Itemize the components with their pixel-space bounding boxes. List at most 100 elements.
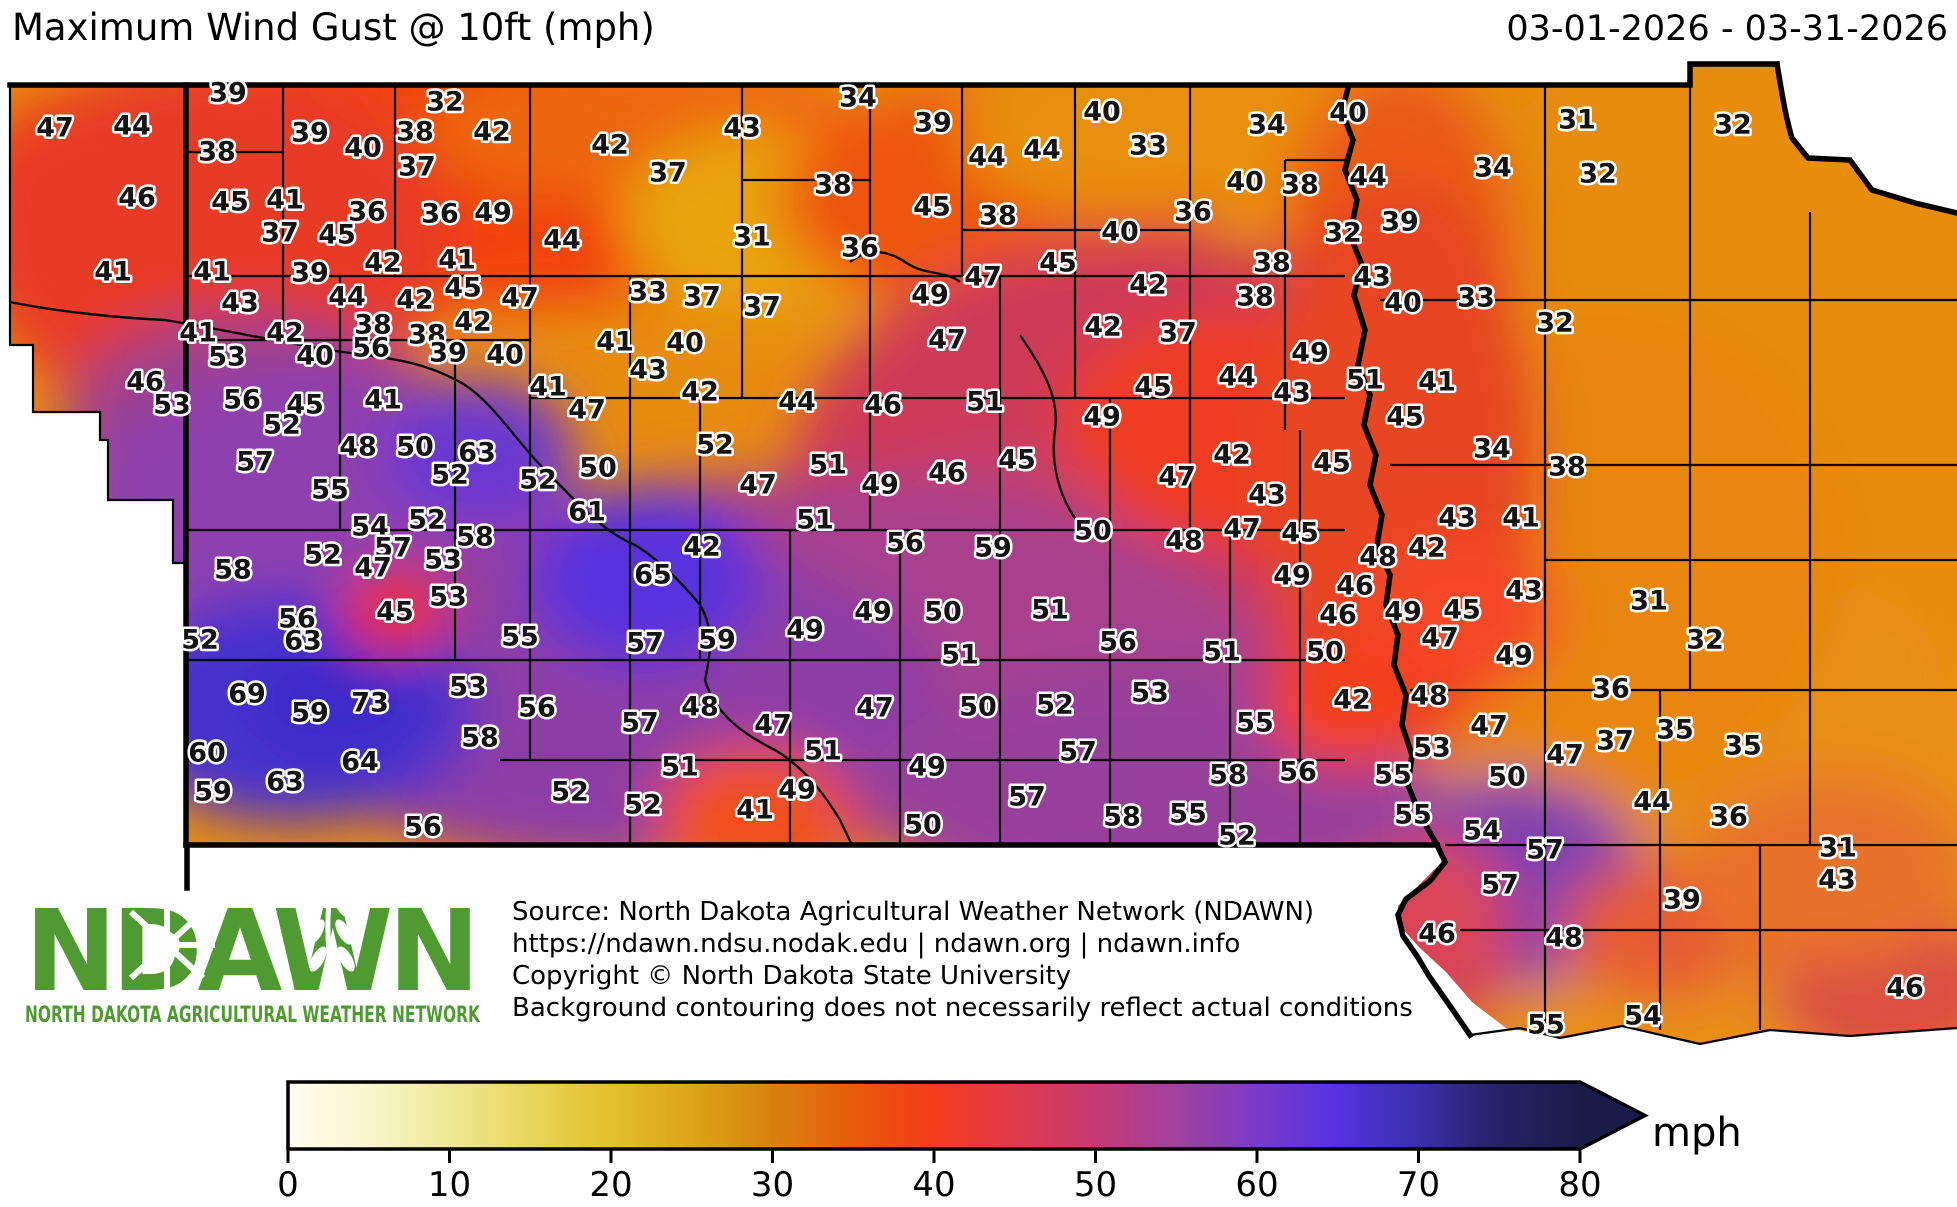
station-value-label: 33 — [1457, 283, 1495, 314]
station-value-label: 43 — [1273, 378, 1311, 409]
station-value-label: 36 — [421, 199, 459, 230]
station-value-label: 56 — [518, 693, 556, 724]
station-value-label: 47 — [964, 262, 1002, 293]
station-value-label: 56 — [886, 528, 924, 559]
station-value-label: 41 — [364, 385, 402, 416]
source-line-3: Copyright © North Dakota State Universit… — [512, 961, 1071, 991]
colorbar-ticks: 0 10 20 30 40 50 60 70 80 — [277, 1149, 1602, 1205]
station-value-label: 42 — [1333, 685, 1371, 716]
station-value-label: 57 — [1008, 782, 1046, 813]
station-value-label: 38 — [1253, 248, 1291, 279]
station-value-label: 52 — [304, 540, 342, 571]
station-value-label: 59 — [194, 777, 232, 808]
station-value-label: 31 — [733, 222, 771, 253]
station-value-label: 59 — [974, 533, 1012, 564]
station-value-label: 47 — [928, 325, 966, 356]
station-value-label: 55 — [1169, 799, 1207, 830]
station-value-label: 39 — [291, 258, 329, 289]
canada-border — [7, 61, 1780, 88]
station-value-label: 43 — [1505, 576, 1543, 607]
colorbar-unit-label: mph — [1652, 1110, 1742, 1156]
station-value-label: 45 — [1313, 448, 1351, 479]
station-value-label: 57 — [1481, 870, 1519, 901]
station-value-label: 47 — [1470, 711, 1508, 742]
station-value-label: 60 — [188, 738, 226, 769]
station-value-label: 42 — [473, 117, 511, 148]
station-value-label: 38 — [979, 201, 1017, 232]
station-value-label: 52 — [408, 505, 446, 536]
station-value-label: 53 — [153, 390, 191, 421]
station-value-label: 55 — [501, 622, 539, 653]
colorbar-tick-label: 20 — [589, 1165, 632, 1205]
station-value-label: 51 — [966, 387, 1004, 418]
station-value-label: 64 — [341, 747, 379, 778]
station-value-label: 45 — [318, 220, 356, 251]
station-value-label: 46 — [1886, 973, 1924, 1004]
station-value-label: 42 — [1129, 270, 1167, 301]
station-value-label: 42 — [591, 130, 629, 161]
station-value-label: 36 — [1174, 197, 1212, 228]
station-value-label: 38 — [814, 170, 852, 201]
station-value-label: 46 — [118, 183, 156, 214]
station-value-label: 58 — [214, 555, 252, 586]
station-value-label: 50 — [1306, 637, 1344, 668]
station-value-label: 32 — [1536, 308, 1574, 339]
station-value-label: 56 — [278, 604, 316, 635]
station-value-label: 43 — [1353, 262, 1391, 293]
station-value-label: 36 — [841, 233, 879, 264]
station-value-label: 36 — [1710, 802, 1748, 833]
station-value-label: 44 — [1218, 362, 1256, 393]
station-value-label: 42 — [683, 532, 721, 563]
station-value-label: 32 — [1579, 159, 1617, 190]
station-value-label: 59 — [698, 625, 736, 656]
station-value-label: 45 — [998, 445, 1036, 476]
station-value-label: 51 — [1031, 595, 1069, 626]
station-value-label: 40 — [1083, 97, 1121, 128]
colorbar: 0 10 20 30 40 50 60 70 80 mph — [277, 1080, 1742, 1205]
station-value-label: 56 — [404, 812, 442, 843]
station-value-label: 39 — [914, 108, 952, 139]
station-value-label: 51 — [796, 505, 834, 536]
station-value-label: 50 — [1074, 516, 1112, 547]
station-value-label: 54 — [351, 512, 389, 543]
station-value-label: 48 — [1359, 542, 1397, 573]
station-value-label: 47 — [1223, 514, 1261, 545]
station-value-label: 46 — [1336, 571, 1374, 602]
station-value-label: 44 — [778, 387, 816, 418]
station-value-label: 43 — [1438, 503, 1476, 534]
south-dakota-border — [183, 842, 1440, 891]
station-value-label: 44 — [1023, 135, 1061, 166]
station-value-label: 40 — [1226, 167, 1264, 198]
colorbar-tick-label: 60 — [1235, 1165, 1278, 1205]
station-value-label: 36 — [1592, 674, 1630, 705]
station-value-label: 46 — [928, 458, 966, 489]
station-value-label: 50 — [924, 597, 962, 628]
station-value-label: 40 — [666, 328, 704, 359]
station-value-label: 38 — [1236, 282, 1274, 313]
ndawn-logo-tagline: NORTH DAKOTA AGRICULTURAL WEATHER NETWOR… — [25, 1003, 481, 1028]
station-value-label: 57 — [374, 533, 412, 564]
station-value-label: 52 — [696, 430, 734, 461]
station-value-label: 39 — [429, 338, 467, 369]
station-value-label: 48 — [1410, 681, 1448, 712]
station-value-label: 58 — [1103, 802, 1141, 833]
station-value-label: 55 — [311, 475, 349, 506]
source-attribution: Source: North Dakota Agricultural Weathe… — [512, 897, 1413, 1023]
station-value-label: 56 — [223, 385, 261, 416]
station-value-label: 49 — [786, 615, 824, 646]
station-value-label: 47 — [739, 470, 777, 501]
station-value-label: 63 — [284, 626, 322, 657]
date-range: 03-01-2026 - 03-31-2026 — [1506, 9, 1948, 49]
station-value-label: 55 — [1527, 1010, 1565, 1041]
station-value-label: 45 — [444, 273, 482, 304]
station-value-label: 38 — [354, 310, 392, 341]
station-value-label: 38 — [1281, 170, 1319, 201]
station-value-label: 57 — [621, 708, 659, 739]
colorbar-tick-label: 0 — [277, 1165, 299, 1205]
station-value-label: 31 — [1558, 105, 1596, 136]
station-value-label: 41 — [736, 795, 774, 826]
station-value-label: 39 — [291, 118, 329, 149]
station-value-label: 51 — [1346, 365, 1384, 396]
